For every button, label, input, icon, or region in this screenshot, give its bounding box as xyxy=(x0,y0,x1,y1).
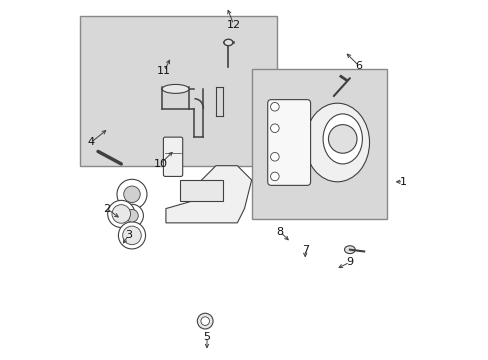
Circle shape xyxy=(121,204,143,227)
Circle shape xyxy=(197,313,213,329)
Circle shape xyxy=(201,317,209,325)
Text: 1: 1 xyxy=(399,177,406,187)
FancyBboxPatch shape xyxy=(267,100,310,185)
Bar xyxy=(251,69,386,219)
Text: 5: 5 xyxy=(203,332,210,342)
Polygon shape xyxy=(165,166,251,223)
Text: 9: 9 xyxy=(346,257,353,267)
Ellipse shape xyxy=(344,246,354,253)
Ellipse shape xyxy=(305,103,369,182)
Text: 8: 8 xyxy=(276,227,283,237)
Polygon shape xyxy=(180,180,223,202)
Circle shape xyxy=(270,103,279,111)
Circle shape xyxy=(123,186,140,203)
Text: 12: 12 xyxy=(226,19,241,30)
Circle shape xyxy=(270,153,279,161)
Circle shape xyxy=(328,125,356,153)
Ellipse shape xyxy=(162,85,188,93)
Circle shape xyxy=(117,179,147,209)
Text: 2: 2 xyxy=(103,203,110,213)
Bar xyxy=(80,16,276,166)
Circle shape xyxy=(270,124,279,132)
Text: 11: 11 xyxy=(157,66,171,76)
Ellipse shape xyxy=(323,114,362,164)
Text: 10: 10 xyxy=(153,159,167,169)
Circle shape xyxy=(270,172,279,181)
Text: 6: 6 xyxy=(355,61,362,71)
Text: 3: 3 xyxy=(124,230,132,240)
Text: 7: 7 xyxy=(301,245,308,255)
Circle shape xyxy=(112,204,130,223)
FancyBboxPatch shape xyxy=(163,137,183,176)
Circle shape xyxy=(122,226,141,245)
Text: 4: 4 xyxy=(87,138,94,148)
Circle shape xyxy=(118,222,145,249)
Circle shape xyxy=(107,201,135,228)
Ellipse shape xyxy=(224,39,232,46)
Circle shape xyxy=(125,210,138,222)
